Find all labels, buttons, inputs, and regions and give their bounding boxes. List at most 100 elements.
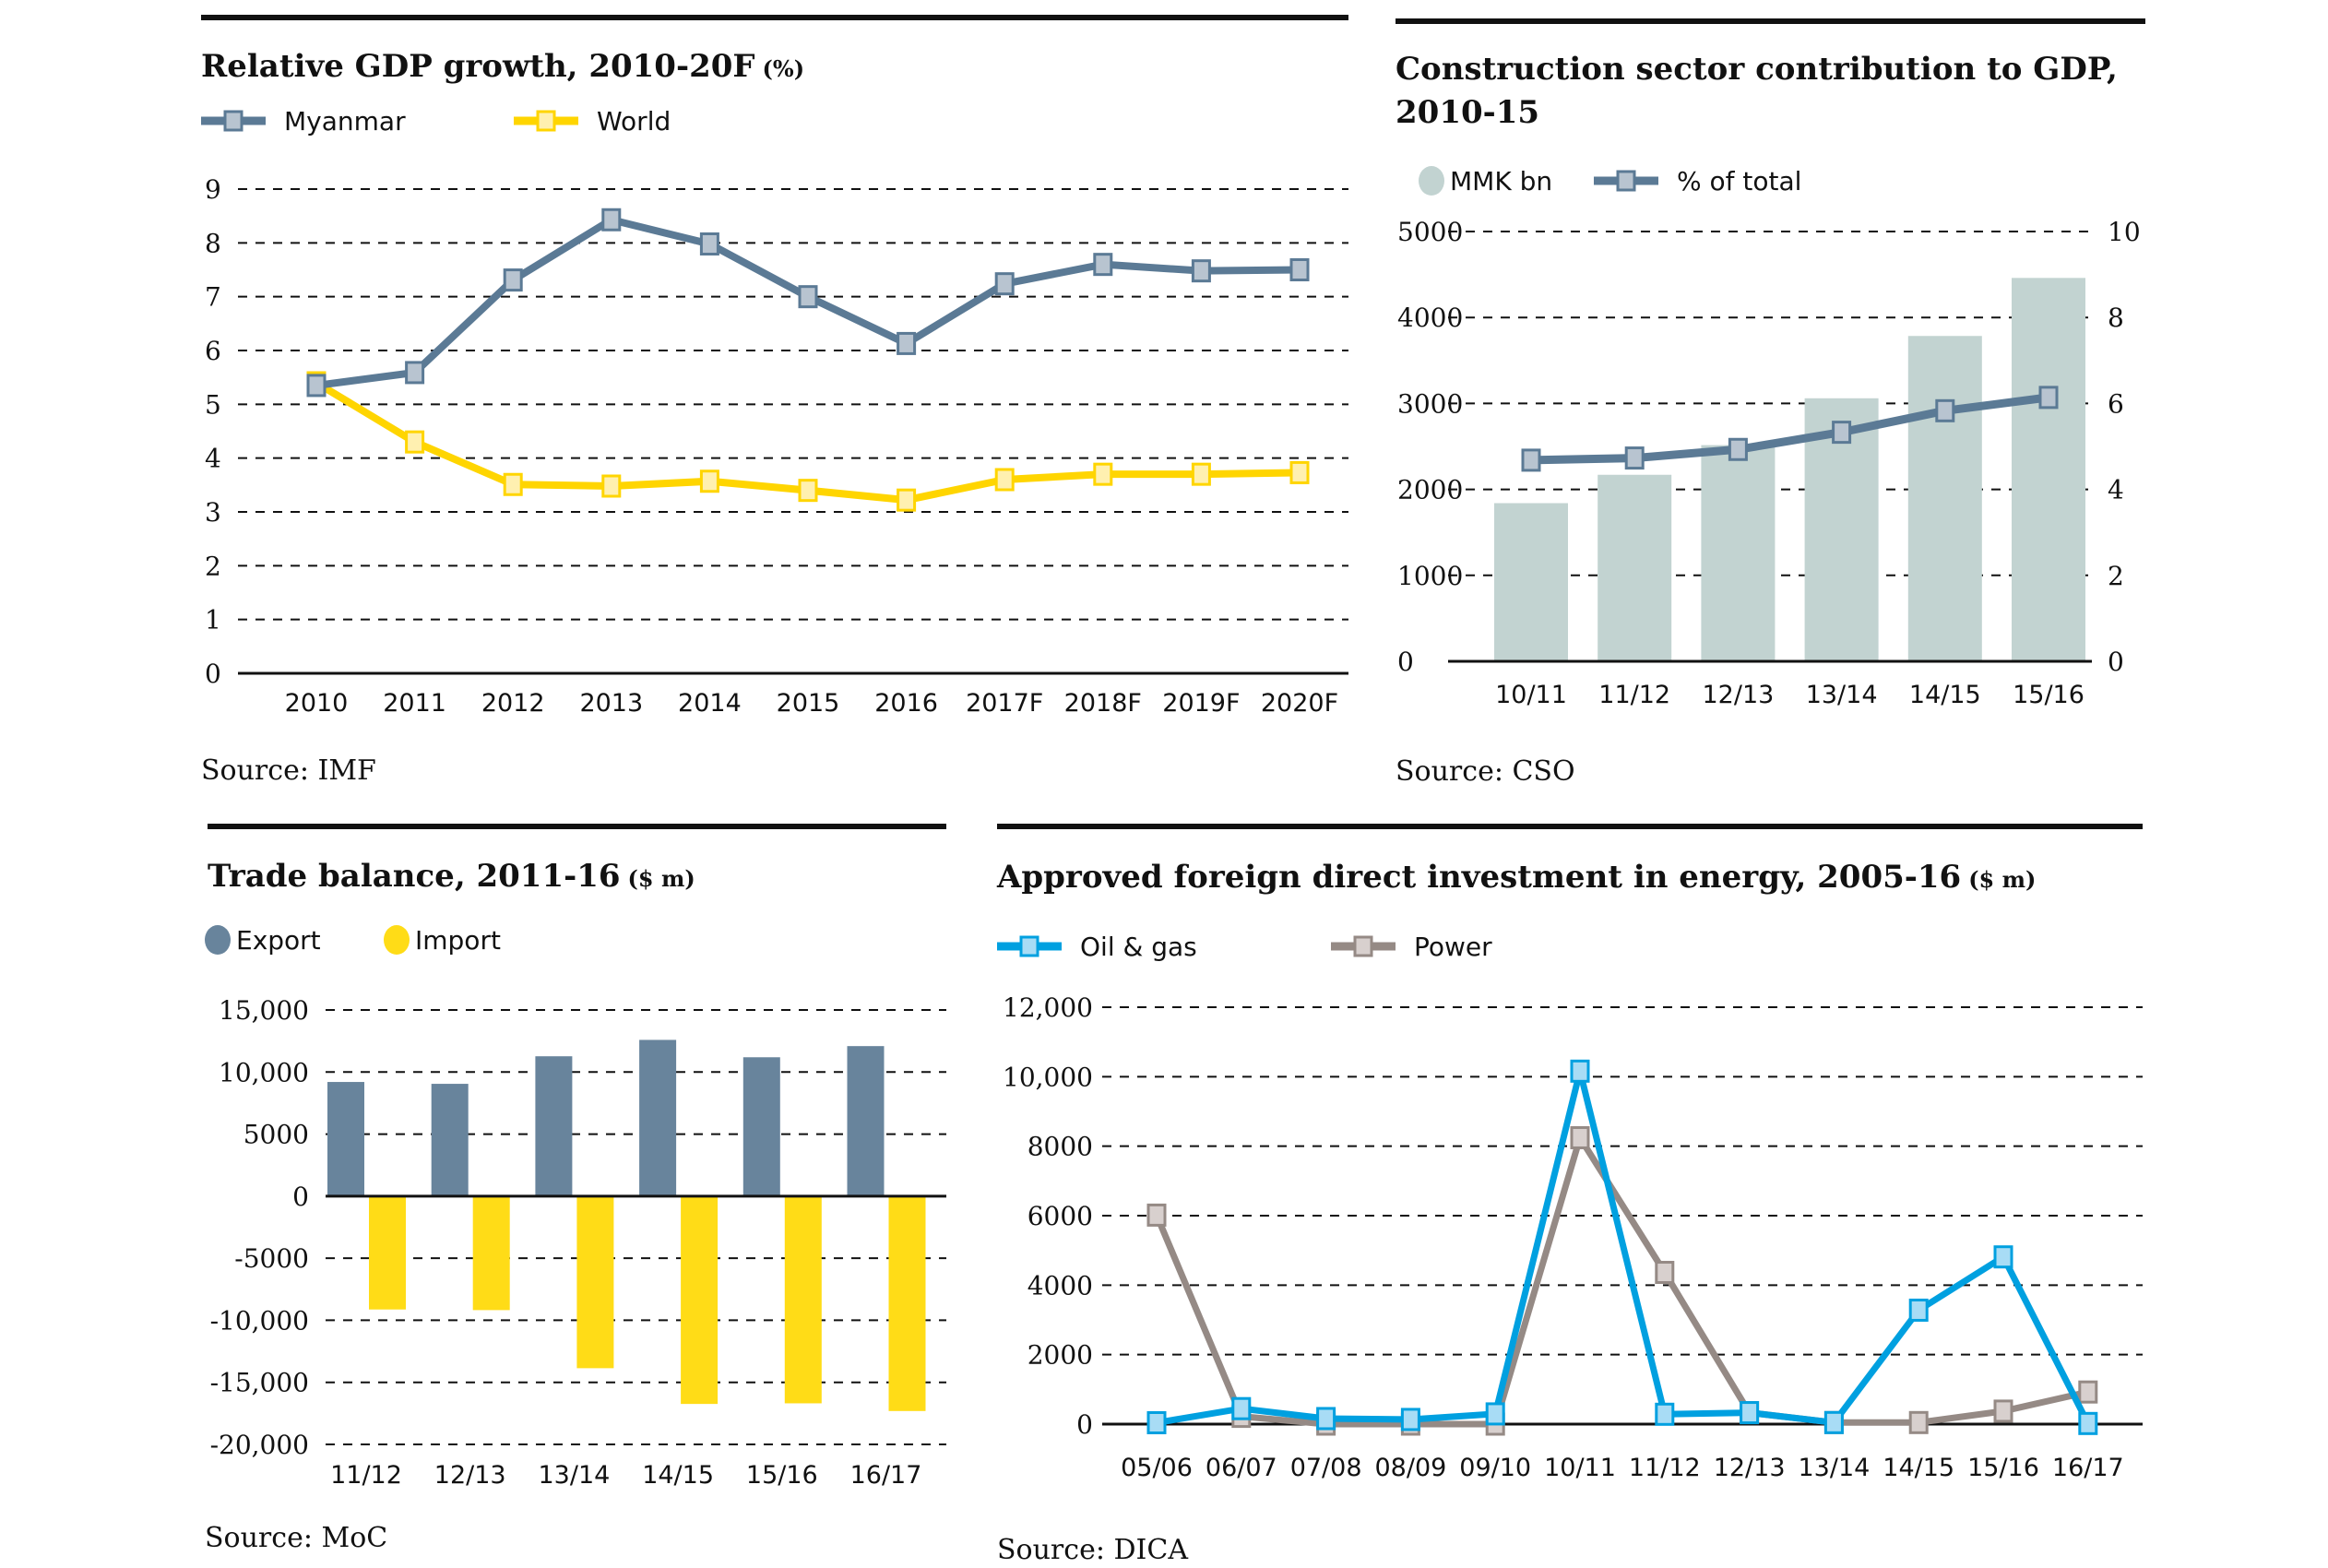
world-series-point <box>897 488 917 512</box>
x-tick-label: 2019F <box>1162 689 1240 718</box>
legend-oil-gas-label: Oil & gas <box>1080 932 1197 962</box>
legend-export-label: Export <box>236 925 321 956</box>
y-tick-label: -10,000 <box>210 1305 309 1336</box>
trade-source: Source: MoC <box>205 1522 387 1554</box>
mmk-bar <box>1598 474 1672 660</box>
pct-total-series-point <box>1832 421 1852 445</box>
oil-gas-series-point <box>1400 1408 1420 1431</box>
import-bar <box>369 1195 406 1310</box>
power-series-point <box>1146 1203 1167 1227</box>
myanmar-series-point <box>798 285 818 309</box>
power-series-point <box>1570 1125 1590 1149</box>
y-tick-label: 8 <box>205 228 221 258</box>
pct-total-series-point <box>1624 446 1645 470</box>
power-series-point <box>1993 1399 2013 1423</box>
x-tick-label: 11/12 <box>1629 1454 1701 1482</box>
export-bar <box>639 1039 677 1196</box>
mmk-bar <box>1907 336 1982 660</box>
export-bar <box>535 1056 573 1196</box>
export-bar <box>847 1046 885 1196</box>
trade-legend: Export Import <box>205 925 501 956</box>
oil-gas-series-point <box>1740 1401 1760 1425</box>
import-bar <box>472 1195 510 1311</box>
myanmar-series-point <box>897 331 917 355</box>
world-series-point <box>503 472 523 496</box>
y-tick-label: 0 <box>292 1182 309 1212</box>
y-tick-label: 8000 <box>1027 1132 1093 1162</box>
legend-power-label: Power <box>1414 932 1492 962</box>
myanmar-series-point <box>1093 253 1113 277</box>
trade-title: Trade balance, 2011-16 ($ m) <box>208 858 695 895</box>
y-tick-label: 3 <box>205 497 221 528</box>
x-tick-label: 05/06 <box>1121 1454 1193 1482</box>
x-tick-label: 14/15 <box>1883 1454 1954 1482</box>
x-tick-label: 2018F <box>1064 689 1142 718</box>
oil-gas-series-point <box>1485 1402 1505 1426</box>
oil-gas-series-point <box>1316 1407 1336 1431</box>
right-y-tick-label: 8 <box>2108 303 2124 333</box>
export-bar <box>431 1084 469 1196</box>
x-tick-label: 12/13 <box>434 1461 506 1490</box>
pct-total-series-point <box>1935 398 1955 422</box>
y-tick-label: 0 <box>205 659 221 689</box>
myanmar-series-point <box>405 361 425 385</box>
gdp-legend: Myanmar World <box>201 106 671 137</box>
legend-world-label: World <box>597 106 671 137</box>
legend-mmk-bn-swatch-icon <box>1419 166 1444 196</box>
y-tick-label: 6 <box>205 336 221 366</box>
x-tick-label: 14/15 <box>642 1461 714 1490</box>
trade-balance-chart: Trade balance, 2011-16 ($ m) Export Import… <box>205 824 946 1554</box>
construction-title-line1: Construction sector contribution to GDP, <box>1396 51 2118 88</box>
right-y-tick-label: 10 <box>2108 217 2141 247</box>
legend-world-marker-icon <box>536 110 556 132</box>
x-tick-label: 08/09 <box>1374 1454 1446 1482</box>
oil-gas-series-point <box>1908 1298 1929 1322</box>
pct-total-series-point <box>1728 437 1748 461</box>
import-bar <box>576 1195 614 1369</box>
x-tick-label: 15/16 <box>746 1461 818 1490</box>
x-tick-label: 2020F <box>1261 689 1338 718</box>
legend-oil-gas-marker-icon <box>1019 935 1039 957</box>
legend-pct-total-marker-icon <box>1616 170 1636 192</box>
y-tick-label: 0 <box>1076 1409 1093 1440</box>
y-tick-label: 10,000 <box>1003 1062 1093 1092</box>
mmk-bar <box>1494 503 1568 660</box>
pct-total-series-point <box>1521 448 1541 472</box>
world-series-point <box>1191 462 1211 486</box>
myanmar-series-point <box>1191 259 1211 283</box>
oil-gas-series-point <box>1823 1410 1844 1434</box>
x-tick-label: 13/14 <box>1806 681 1878 709</box>
legend-myanmar-label: Myanmar <box>284 106 406 137</box>
y-tick-label: 10,000 <box>219 1057 309 1087</box>
gdp-growth-chart: Relative GDP growth, 2010-20F (%) Myanmar… <box>201 15 1348 787</box>
gdp-source: Source: IMF <box>201 754 376 787</box>
y-tick-label: 15,000 <box>219 995 309 1026</box>
legend-power-marker-icon <box>1353 935 1373 957</box>
fdi-title: Approved foreign direct investment in en… <box>996 859 2036 896</box>
y-tick-label: 12,000 <box>1003 992 1093 1023</box>
power-series-line <box>1153 1134 2089 1428</box>
y-tick-label: 9 <box>205 174 221 205</box>
myanmar-series-point <box>503 268 523 292</box>
fdi-energy-chart: Approved foreign direct investment in en… <box>996 824 2143 1566</box>
world-series-point <box>798 479 818 503</box>
x-tick-label: 12/13 <box>1702 681 1774 709</box>
right-y-tick-label: 4 <box>2108 475 2124 505</box>
myanmar-series-point <box>994 272 1015 296</box>
construction-legend: MMK bn % of total <box>1419 166 1801 196</box>
oil-gas-series-point <box>1655 1402 1675 1426</box>
myanmar-series-point <box>601 208 622 232</box>
left-y-tick-label: 3000 <box>1397 388 1463 419</box>
x-tick-label: 2012 <box>481 689 545 718</box>
x-tick-label: 2014 <box>678 689 742 718</box>
myanmar-series-point <box>699 232 719 255</box>
import-bar <box>888 1195 926 1411</box>
legend-pct-total-label: % of total <box>1677 166 1801 196</box>
y-tick-label: 7 <box>205 282 221 313</box>
x-tick-label: 14/15 <box>1909 681 1981 709</box>
construction-chart: Construction sector contribution to GDP,… <box>1396 18 2145 788</box>
y-tick-label: 2 <box>205 551 221 581</box>
x-tick-label: 2010 <box>285 689 349 718</box>
y-tick-label: 5000 <box>243 1120 309 1150</box>
